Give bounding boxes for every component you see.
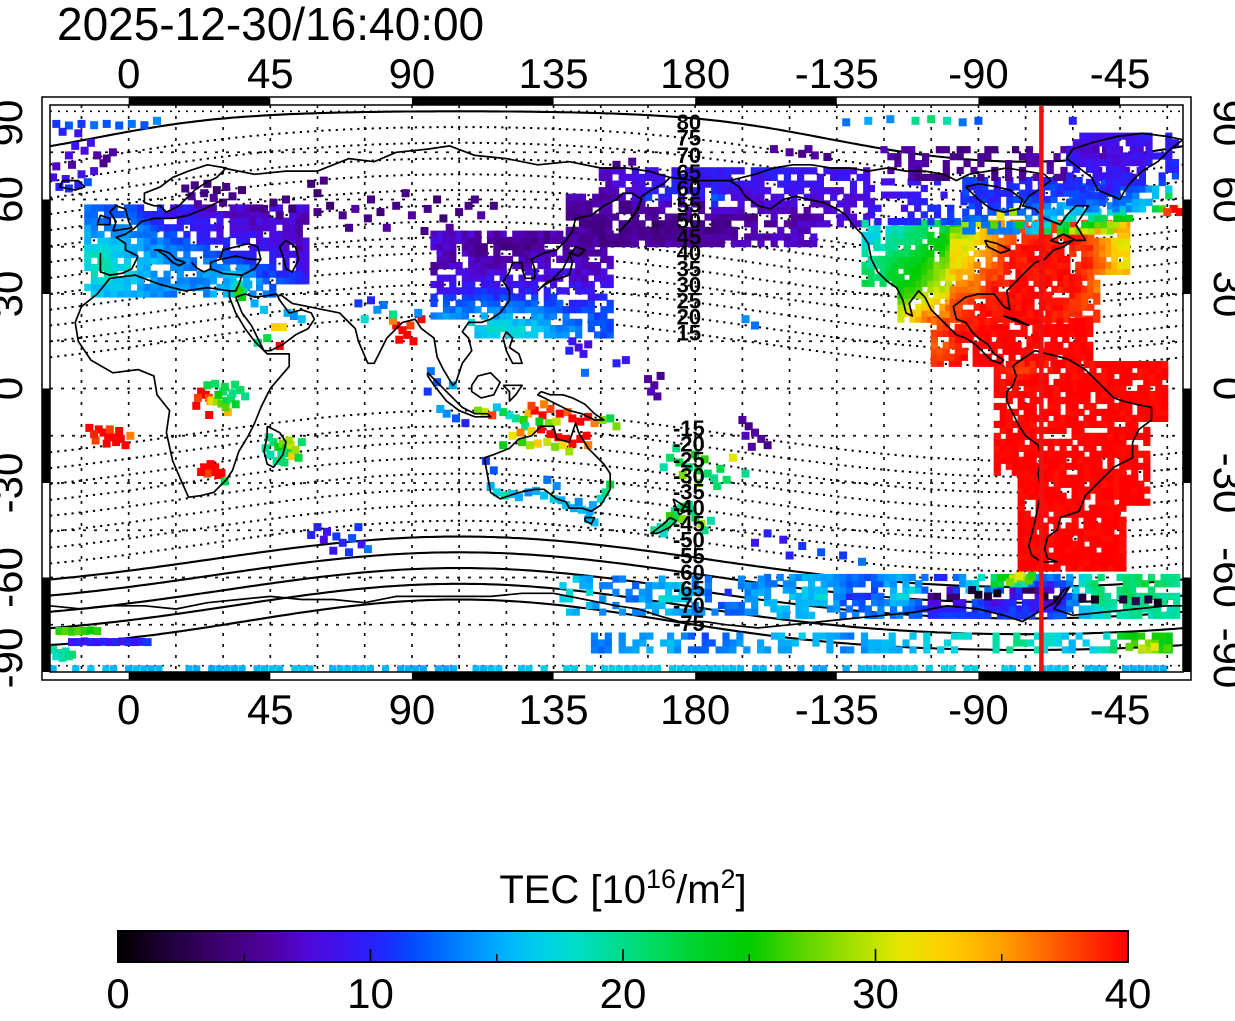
- colorbar-tick-label: 10: [347, 970, 394, 1017]
- lat-tick-label-left: 0: [0, 377, 31, 400]
- contour-label: -65: [673, 576, 705, 601]
- lat-tick-label-left: 30: [0, 271, 31, 318]
- colorbar-tick-label: 40: [1105, 970, 1152, 1017]
- contour-label: -70: [673, 593, 705, 618]
- map-frame: [41, 96, 1192, 681]
- lon-tick-label-bottom: 45: [247, 686, 294, 733]
- lat-tick-label-right: -60: [1205, 547, 1235, 608]
- contour-label: -75: [673, 611, 705, 636]
- contour-label: -50: [673, 528, 705, 553]
- tec-data-squares: [49, 115, 1184, 673]
- lon-tick-label-bottom: 90: [389, 686, 436, 733]
- lat-tick-label-left: -90: [0, 628, 31, 689]
- colorbar-title: TEC [1016/m2]: [499, 864, 746, 912]
- contour-label: 75: [677, 125, 701, 150]
- lat-tick-label-right: 30: [1205, 271, 1235, 318]
- lat-tick-label-right: 0: [1205, 377, 1235, 400]
- contour-label: 40: [677, 241, 701, 266]
- lat-tick-label-right: 60: [1205, 176, 1235, 223]
- axis-top-longitude-labels: 0 45 90 135 180 -135 -90 -45: [117, 50, 1150, 97]
- lon-tick-label-bottom: 180: [660, 686, 730, 733]
- contour-label: 45: [677, 225, 701, 250]
- lon-tick-label-top: -90: [948, 50, 1009, 97]
- contour-label: -25: [673, 448, 705, 473]
- lon-tick-label-bottom: 0: [117, 686, 140, 733]
- contour-label: -45: [673, 511, 705, 536]
- axis-right-latitude-labels: 90 60 30 0 -30 -60 -90: [1205, 100, 1235, 689]
- contour-label: 60: [677, 176, 701, 201]
- lon-tick-label-top: 0: [117, 50, 140, 97]
- lon-tick-label-top: 90: [389, 50, 436, 97]
- lat-tick-label-left: 90: [0, 100, 31, 147]
- contour-label: -60: [673, 560, 705, 585]
- lat-tick-label-right: 90: [1205, 100, 1235, 147]
- contour-label: 70: [677, 143, 701, 168]
- contour-label: 25: [677, 289, 701, 314]
- lat-tick-label-left: -60: [0, 547, 31, 608]
- contour-label: -15: [673, 416, 705, 441]
- timestamp-title: 2025-12-30/16:40:00: [57, 0, 484, 50]
- contour-label: 65: [677, 160, 701, 185]
- contour-label: -35: [673, 479, 705, 504]
- contour-label: 20: [677, 304, 701, 329]
- contour-label: 55: [677, 193, 701, 218]
- colorbar-ticks: [117, 949, 1129, 962]
- contour-label: 15: [677, 320, 701, 345]
- colorbar-tick-label: 30: [852, 970, 899, 1017]
- colorbar-tick-label: 0: [106, 970, 129, 1017]
- contour-label: -55: [673, 544, 705, 569]
- colorbar-tick-labels: 0 10 20 30 40: [106, 970, 1151, 1017]
- contour-label: 30: [677, 273, 701, 298]
- magnetic-latitude-contours: [49, 110, 1184, 651]
- lon-tick-label-top: 180: [660, 50, 730, 97]
- contour-label: 50: [677, 209, 701, 234]
- contour-label: 80: [677, 110, 701, 135]
- contour-label: -20: [673, 432, 705, 457]
- lat-tick-label-right: -90: [1205, 628, 1235, 689]
- lon-tick-label-top: -135: [795, 50, 879, 97]
- lat-tick-label-right: -30: [1205, 453, 1235, 514]
- contour-label: -30: [673, 464, 705, 489]
- lon-tick-label-bottom: -45: [1090, 686, 1151, 733]
- colorbar-tick-label: 20: [600, 970, 647, 1017]
- axis-bottom-longitude-labels: 0 45 90 135 180 -135 -90 -45: [117, 686, 1150, 733]
- lon-tick-label-bottom: 135: [519, 686, 589, 733]
- axis-left-latitude-labels: 90 60 30 0 -30 -60 -90: [0, 100, 31, 689]
- lat-tick-label-left: 60: [0, 176, 31, 223]
- lon-tick-label-bottom: -90: [948, 686, 1009, 733]
- lon-tick-label-top: -45: [1090, 50, 1151, 97]
- lat-tick-label-left: -30: [0, 453, 31, 514]
- lon-tick-label-top: 45: [247, 50, 294, 97]
- lon-tick-label-top: 135: [519, 50, 589, 97]
- contour-label: 35: [677, 257, 701, 282]
- contour-label: -40: [673, 495, 705, 520]
- lon-tick-label-bottom: -135: [795, 686, 879, 733]
- colorbar: TEC [1016/m2] 0 10 20 30 40: [106, 864, 1151, 1017]
- coastlines: [49, 132, 1184, 629]
